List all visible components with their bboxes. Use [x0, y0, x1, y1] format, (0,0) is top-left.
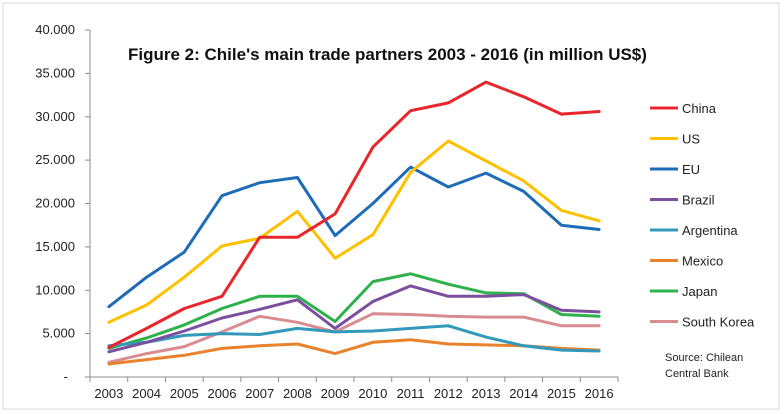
- series-line-eu: [107, 165, 601, 309]
- x-tick-label: 2016: [585, 386, 614, 401]
- series-line-argentina: [107, 324, 601, 353]
- y-tick-label: 5.000: [42, 326, 75, 341]
- x-tick-label: 2003: [94, 386, 123, 401]
- x-tick-label: 2012: [434, 386, 463, 401]
- x-tick-label: 2011: [397, 386, 425, 401]
- x-tick-label: 2007: [245, 386, 274, 401]
- x-tick-label: 2013: [472, 386, 501, 401]
- legend-label-us: US: [682, 132, 700, 147]
- legend-label-china: China: [682, 101, 717, 116]
- source-note-line-2: Central Bank: [665, 368, 729, 380]
- legend-label-mexico: Mexico: [682, 254, 723, 269]
- legend-label-south-korea: South Korea: [682, 315, 755, 330]
- series-lines: [107, 80, 601, 366]
- y-tick-label: 40.000: [35, 22, 75, 37]
- x-tick-label: 2009: [321, 386, 350, 401]
- y-tick-label: 15.000: [35, 239, 75, 254]
- chart-frame: [2, 2, 780, 410]
- y-tick-label: 30.000: [35, 109, 75, 124]
- x-tick-label: 2014: [509, 386, 538, 401]
- legend-label-japan: Japan: [682, 284, 717, 299]
- series-line-south-korea: [107, 312, 601, 364]
- axes: - 5.000 10.000 15.000 20.000 25.000 30.000 35.0…: [35, 22, 619, 401]
- y-tick-label: 35.000: [35, 65, 75, 80]
- chart-title: Figure 2: Chile's main trade partners 20…: [128, 45, 647, 64]
- x-tick-label: 2015: [547, 386, 576, 401]
- series-line-us: [107, 139, 601, 324]
- legend-label-brazil: Brazil: [682, 193, 715, 208]
- series-line-brazil: [107, 284, 601, 354]
- legend-label-eu: EU: [682, 162, 700, 177]
- x-tick-label: 2005: [170, 386, 199, 401]
- legend-label-argentina: Argentina: [682, 223, 738, 238]
- legend: China US EU Brazil Argentina Mexico Japan South…: [650, 101, 755, 330]
- x-tick-label: 2004: [132, 386, 161, 401]
- y-tick-label: -: [64, 369, 68, 384]
- y-tick-label: 20.000: [35, 196, 75, 211]
- source-note-line-1: Source: Chilean: [665, 352, 743, 364]
- y-tick-label: 25.000: [35, 152, 75, 167]
- series-line-china: [107, 80, 601, 349]
- y-tick-label: 10.000: [35, 282, 75, 297]
- x-tick-label: 2010: [358, 386, 387, 401]
- x-tick-label: 2006: [208, 386, 237, 401]
- x-tick-label: 2008: [283, 386, 312, 401]
